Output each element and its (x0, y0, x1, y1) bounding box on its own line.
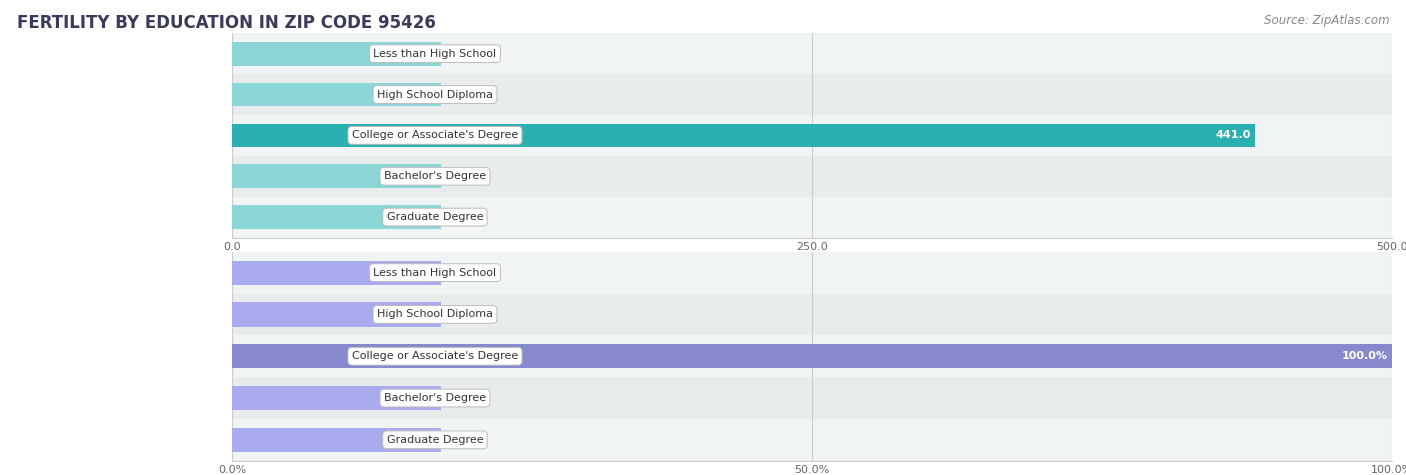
Bar (232, 428, 441, 452)
Text: 100.0%: 100.0% (1341, 351, 1388, 361)
Bar (232, 164, 441, 188)
Text: Bachelor's Degree: Bachelor's Degree (384, 393, 486, 403)
Text: College or Associate's Degree: College or Associate's Degree (352, 130, 517, 141)
Text: Graduate Degree: Graduate Degree (387, 212, 484, 222)
Bar (232, 83, 441, 106)
Bar (232, 386, 441, 410)
Bar (232, 252, 1392, 294)
Bar (232, 419, 1392, 461)
Text: 0.0: 0.0 (450, 89, 468, 100)
Text: Bachelor's Degree: Bachelor's Degree (384, 171, 486, 181)
Bar (232, 302, 441, 327)
Bar (232, 156, 1392, 197)
Bar (232, 124, 1256, 147)
Bar (232, 42, 441, 66)
Text: 441.0: 441.0 (1215, 130, 1250, 141)
Text: College or Associate's Degree: College or Associate's Degree (352, 351, 517, 361)
Text: 0.0: 0.0 (450, 171, 468, 181)
Text: High School Diploma: High School Diploma (377, 89, 494, 100)
Text: Graduate Degree: Graduate Degree (387, 435, 484, 445)
Text: 0.0: 0.0 (450, 48, 468, 59)
Text: 0.0%: 0.0% (450, 435, 478, 445)
Text: Source: ZipAtlas.com: Source: ZipAtlas.com (1264, 14, 1389, 27)
Bar (232, 335, 1392, 377)
Bar (232, 205, 441, 229)
Text: Less than High School: Less than High School (374, 267, 496, 278)
Text: 0.0%: 0.0% (450, 393, 478, 403)
Bar (232, 260, 441, 285)
Bar (232, 74, 1392, 115)
Bar (232, 344, 1392, 369)
Text: High School Diploma: High School Diploma (377, 309, 494, 320)
Bar (232, 197, 1392, 238)
Text: 0.0%: 0.0% (450, 267, 478, 278)
Text: 0.0: 0.0 (450, 212, 468, 222)
Bar (232, 377, 1392, 419)
Bar (232, 294, 1392, 335)
Text: Less than High School: Less than High School (374, 48, 496, 59)
Text: 0.0%: 0.0% (450, 309, 478, 320)
Text: FERTILITY BY EDUCATION IN ZIP CODE 95426: FERTILITY BY EDUCATION IN ZIP CODE 95426 (17, 14, 436, 32)
Bar (232, 115, 1392, 156)
Bar (232, 33, 1392, 74)
